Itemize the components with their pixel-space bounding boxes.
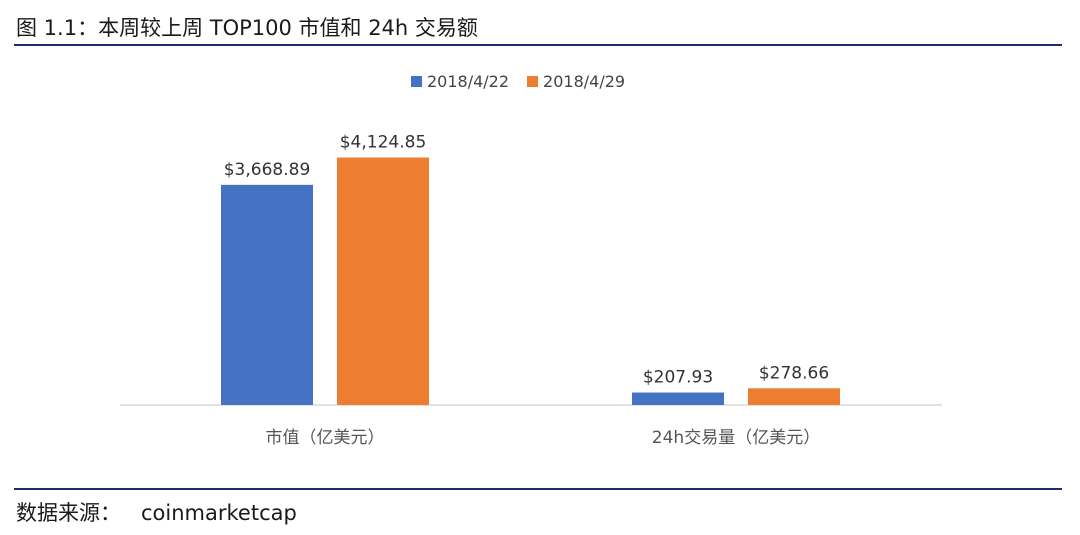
data-label-1-1: $3,668.89: [224, 160, 311, 180]
legend-item-series-2: 2018/4/29: [527, 72, 625, 91]
figure-title: 图 1.1：本周较上周 TOP100 市值和 24h 交易额: [16, 16, 478, 40]
legend-swatch-series-2: [527, 76, 539, 87]
chart-legend: 2018/4/22 2018/4/29: [411, 72, 643, 91]
bar-1-2: [632, 392, 724, 405]
source-value: coinmarketcap: [141, 501, 297, 525]
category-label-1: 市值（亿美元）: [266, 428, 385, 448]
category-label-2: 24h交易量（亿美元）: [652, 428, 820, 448]
legend-label-series-2: 2018/4/29: [543, 72, 626, 91]
top-rule: [14, 44, 1062, 46]
data-label-2-1: $4,124.85: [340, 133, 427, 153]
source-note: 数据来源： coinmarketcap: [16, 497, 297, 527]
data-label-1-2: $207.93: [643, 368, 713, 388]
bar-2-2: [748, 388, 840, 405]
bottom-rule: [14, 488, 1062, 490]
legend-swatch-series-1: [411, 76, 422, 87]
legend-item-series-1: 2018/4/22: [411, 72, 509, 91]
source-label: 数据来源：: [16, 501, 121, 525]
data-label-2-2: $278.66: [759, 363, 829, 383]
bar-1-1: [221, 184, 313, 405]
legend-label-series-1: 2018/4/22: [427, 72, 510, 91]
bar-2-1: [337, 157, 429, 405]
